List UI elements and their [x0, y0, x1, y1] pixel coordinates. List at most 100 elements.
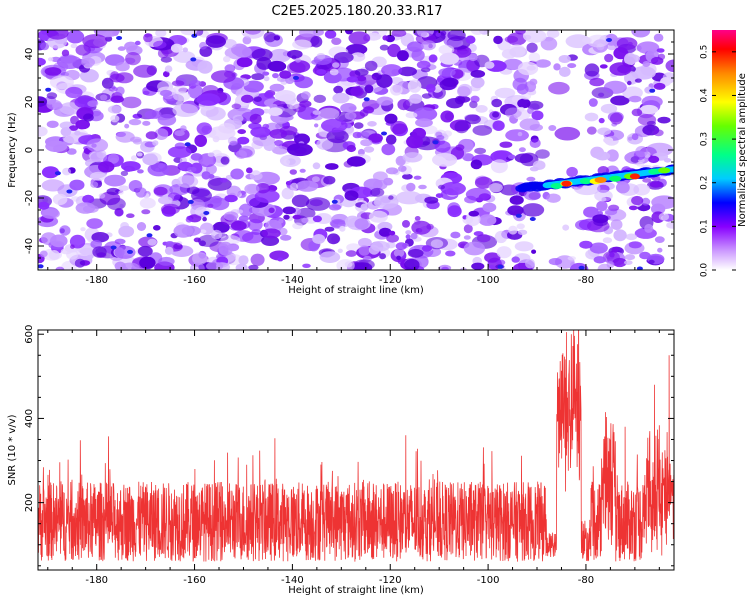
spectrogram-cell [46, 120, 59, 128]
spectrogram-cell [199, 41, 208, 50]
spectrogram-cell [421, 245, 432, 252]
spectrogram-cell [224, 254, 243, 266]
spectrogram-cell [305, 197, 331, 211]
spectrogram-cell [624, 260, 633, 265]
spectrogram-cell [407, 79, 422, 93]
spectrogram-cell [370, 187, 385, 197]
spectrogram-cell [61, 49, 70, 57]
spectrogram-cell [331, 213, 349, 225]
spectrogram-cell [125, 52, 141, 66]
spectrogram-cell [242, 232, 265, 244]
spectrogram-cell [202, 216, 207, 222]
spectrogram-cell [333, 85, 344, 94]
spectrogram-cell [207, 203, 214, 208]
spectrogram-cell [86, 138, 109, 153]
spectrogram-cell [616, 181, 630, 194]
spectrogram-cell [311, 176, 320, 183]
spectrogram-cell [60, 127, 72, 137]
spectrogram-cell [492, 120, 505, 131]
spectrogram-cell [600, 103, 618, 114]
spectrogram-cell [523, 190, 541, 201]
spectrogram-cell [367, 121, 377, 127]
spectrogram-cell [368, 210, 388, 223]
spectrogram-cell [517, 229, 528, 235]
spectrogram-cell [438, 68, 456, 77]
x-tick-label: -180 [85, 275, 108, 286]
spectrogram-cell [176, 100, 183, 106]
spectrogram-cell [584, 112, 599, 122]
spectrogram-cell [65, 86, 83, 99]
spectrogram-cell [251, 73, 265, 81]
spectrogram-cell [87, 100, 99, 107]
spectrogram-cell [558, 55, 571, 63]
spectrogram-cell [75, 44, 91, 56]
spectrogram-cell [358, 237, 372, 248]
spectrogram-cell [386, 234, 399, 243]
spectrogram-cell [393, 248, 405, 258]
snr-panel: -180 -160 -140 -120 -100 -80 200 400 600 Height… [7, 325, 675, 596]
spectrogram-cell [658, 212, 670, 221]
spectrogram-cell [316, 53, 326, 60]
spectrogram-cell [356, 75, 367, 82]
spectrogram-cell [289, 169, 297, 175]
spectrogram-cell [595, 151, 611, 161]
spectrogram-cell [249, 113, 262, 124]
spectrogram-cell [463, 224, 473, 234]
spectrogram-cell [49, 75, 74, 90]
spectrogram-cell [136, 222, 147, 231]
spectrogram-cell [268, 207, 275, 214]
spectrogram-cell [313, 30, 324, 36]
spectrogram-cell [325, 163, 339, 170]
spectrogram-cell [238, 255, 249, 266]
spectrogram-cell [515, 213, 522, 218]
spectrogram-cell [435, 32, 441, 37]
spectrogram-cell [255, 183, 271, 194]
spectrogram-cell [48, 250, 60, 260]
spectrogram-cell [118, 185, 129, 191]
spectrogram-cell [625, 233, 638, 241]
spectrogram-cell [279, 70, 292, 79]
spectrogram-cell [248, 264, 259, 270]
spectrogram-cell [45, 140, 68, 152]
spectrogram-cell [519, 118, 540, 131]
spectrogram-cell [413, 175, 422, 180]
spectrogram-cell [81, 57, 95, 68]
spectrogram-cell [205, 35, 226, 48]
y-tick-label: -20 [24, 190, 35, 206]
spectrogram-cell [447, 30, 466, 41]
spectrogram-cell [316, 69, 327, 75]
spectrogram-cells [38, 30, 674, 270]
spectrogram-cell [75, 119, 90, 130]
spectrogram-cell [38, 126, 48, 137]
spectrogram-cell [464, 195, 477, 204]
spectrogram-cell [41, 166, 60, 179]
spectrogram-cell [114, 245, 136, 259]
spectrogram-cell [579, 240, 593, 249]
spectrogram-cell [653, 82, 666, 90]
spectrogram-cell [364, 60, 378, 72]
spectrogram-cell [199, 229, 207, 234]
colorbar: 0.0 0.1 0.2 0.3 0.4 0.5 Normalized spectral a… [700, 30, 748, 277]
spectrogram-cell [86, 254, 94, 260]
spectrogram-cell [624, 71, 639, 85]
spectrogram-cell [294, 133, 310, 146]
spectrogram-cell [488, 183, 503, 193]
y-tick-label: 600 [24, 325, 35, 344]
spectrogram-cell [529, 217, 536, 221]
spectrogram-cell [107, 105, 122, 114]
spectrogram-cell [610, 219, 623, 231]
spectrogram-cell [292, 39, 312, 50]
spectrogram-cell [69, 179, 85, 191]
spectrogram-cell [548, 258, 563, 266]
spectrogram-cell [553, 63, 561, 71]
x-tick-label: -120 [379, 275, 402, 286]
spectrogram-cell [263, 108, 270, 114]
spectrogram-cell [238, 203, 253, 217]
spectrogram-cell [490, 159, 508, 174]
spectrogram-cell [381, 64, 403, 77]
spectrogram-cell [121, 96, 142, 109]
spectrogram-cell [128, 180, 143, 192]
spectrogram-cell [301, 217, 309, 223]
spectrogram-cell [41, 179, 65, 192]
spectrogram-cell [406, 182, 416, 192]
